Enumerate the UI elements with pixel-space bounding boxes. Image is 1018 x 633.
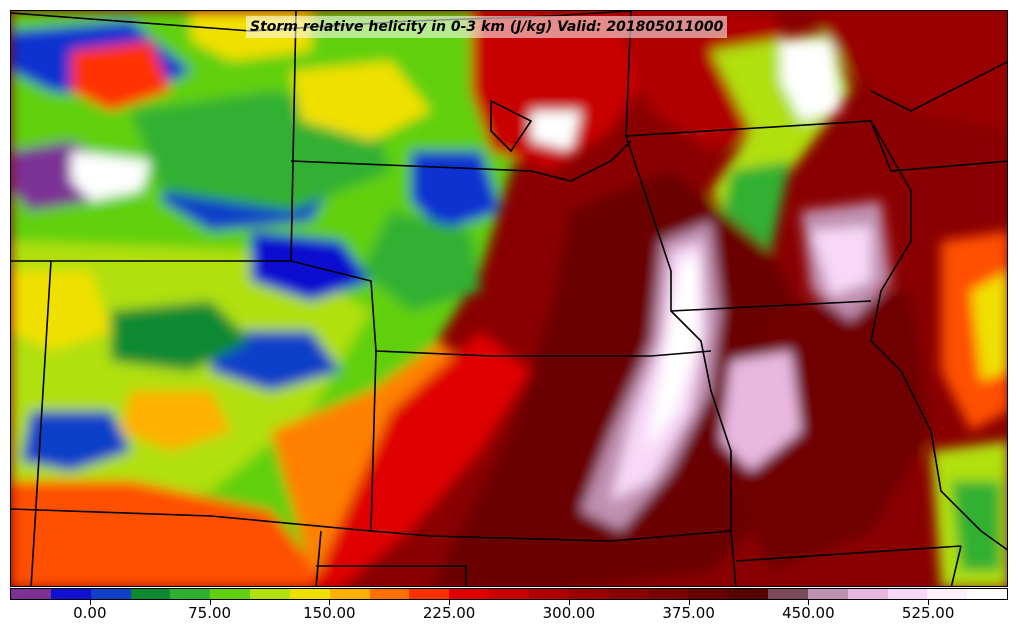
colorbar-tick-label: 525.00 <box>901 604 955 622</box>
colorbar-segment <box>927 589 968 599</box>
colorbar-segment <box>528 589 569 599</box>
colorbar-tick-mark <box>89 600 91 605</box>
colorbar <box>10 588 1008 600</box>
colorbar-segment <box>608 589 649 599</box>
colorbar-segment <box>50 589 91 599</box>
colorbar-tick-mark <box>329 600 331 605</box>
colorbar-segment <box>489 589 529 599</box>
colorbar-segment <box>369 589 410 599</box>
colorbar-tick-mark <box>568 600 570 605</box>
colorbar-tick-label: 375.00 <box>662 604 715 622</box>
colorbar-segment <box>728 589 769 599</box>
colorbar-segment <box>807 589 848 599</box>
colorbar-segment <box>210 589 251 599</box>
colorbar-ticks: 0.00 75.00 150.00 225.00 300.00 375.00 450.00 5… <box>10 600 1008 630</box>
colorbar-segment <box>449 589 490 599</box>
colorbar-segment <box>130 589 171 599</box>
colorbar-segment <box>768 589 808 599</box>
colorbar-tick-mark <box>928 600 930 605</box>
colorbar-segment <box>688 589 729 599</box>
colorbar-segment <box>170 589 211 599</box>
colorbar-segment <box>568 589 609 599</box>
colorbar-tick-mark <box>449 600 451 605</box>
colorbar-segment <box>11 589 51 599</box>
map-panel <box>10 10 1008 587</box>
colorbar-segment <box>887 589 928 599</box>
colorbar-tick-label: 225.00 <box>422 604 476 622</box>
colorbar-tick-label: 300.00 <box>542 604 596 622</box>
colorbar-tick-label: 150.00 <box>303 604 356 622</box>
colorbar-segment <box>648 589 689 599</box>
colorbar-tick-label: 0.00 <box>73 604 107 622</box>
colorbar-segment <box>847 589 888 599</box>
colorbar-tick-mark <box>209 600 211 605</box>
helicity-map <box>11 11 1007 586</box>
colorbar-segment <box>90 589 131 599</box>
colorbar-segment <box>250 589 290 599</box>
colorbar-segment <box>967 589 1008 599</box>
colorbar-tick-label: 450.00 <box>782 604 835 622</box>
colorbar-tick-mark <box>688 600 690 605</box>
colorbar-segment <box>329 589 370 599</box>
colorbar-segment <box>289 589 330 599</box>
map-title: Storm relative helicity in 0-3 km (J/kg)… <box>246 16 728 38</box>
colorbar-tick-mark <box>808 600 810 605</box>
colorbar-segment <box>409 589 450 599</box>
colorbar-tick-label: 75.00 <box>188 604 232 622</box>
